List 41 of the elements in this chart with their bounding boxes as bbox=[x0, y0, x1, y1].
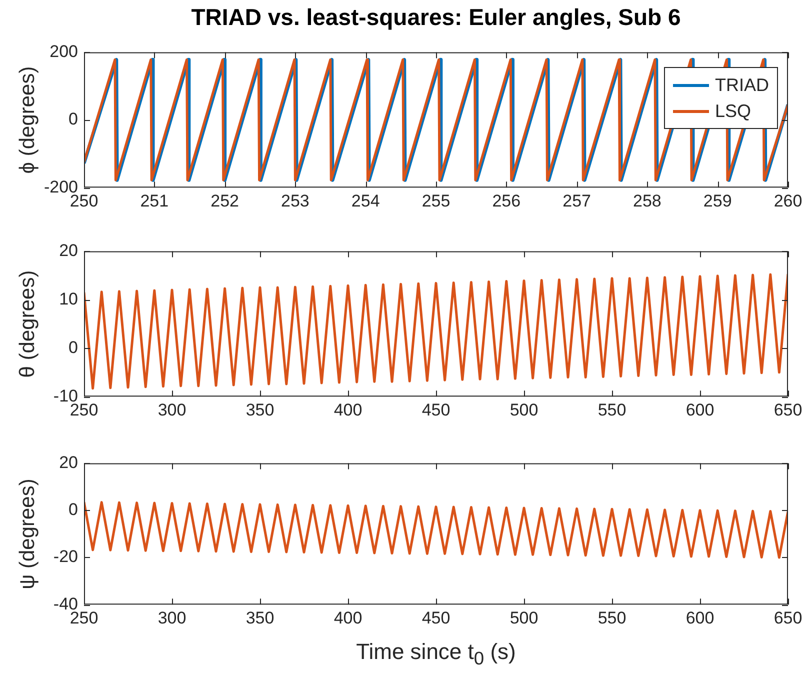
y-tick-label: 200 bbox=[50, 42, 78, 61]
y-axis-title: θ (degrees) bbox=[16, 270, 40, 378]
y-axis-title: ψ (degrees) bbox=[16, 478, 40, 590]
x-tick-label: 257 bbox=[562, 191, 591, 210]
y-tick-label: 0 bbox=[68, 338, 78, 357]
x-tick-label: 650 bbox=[774, 400, 802, 420]
y-tick-label: 20 bbox=[59, 240, 78, 260]
x-tick-label: 300 bbox=[158, 608, 186, 628]
x-tick-label: 258 bbox=[633, 191, 662, 210]
x-tick-label: 255 bbox=[422, 191, 450, 210]
y-tick-label: 20 bbox=[59, 452, 78, 472]
x-axis-title: Time since t$_{0}$ (s) bbox=[355, 639, 517, 670]
x-tick-label: 550 bbox=[598, 400, 626, 420]
x-tick-label: 253 bbox=[281, 191, 310, 210]
x-tick-label: 600 bbox=[686, 608, 714, 628]
y-tick-label: 10 bbox=[59, 289, 78, 308]
x-tick-label: 300 bbox=[158, 400, 186, 420]
x-tick-label: 450 bbox=[422, 400, 450, 420]
y-tick-label: -20 bbox=[53, 547, 78, 566]
legend-label: TRIAD bbox=[715, 74, 769, 96]
x-tick-label: 500 bbox=[510, 608, 538, 628]
x-tick-label: 256 bbox=[492, 191, 521, 210]
x-tick-label: 600 bbox=[686, 400, 714, 420]
chart-title: TRIAD vs. least-squares: Euler angles, Sub 6 bbox=[190, 4, 682, 31]
x-tick-label: 650 bbox=[774, 608, 802, 628]
x-tick-label: 251 bbox=[140, 191, 169, 210]
x-tick-label: 260 bbox=[774, 191, 802, 210]
x-tick-label: 450 bbox=[422, 608, 450, 628]
x-tick-label: 550 bbox=[598, 608, 626, 628]
y-axis-title: ϕ (degrees) bbox=[16, 66, 40, 174]
x-tick-label: 252 bbox=[210, 191, 239, 210]
legend-label: LSQ bbox=[715, 100, 752, 122]
x-tick-label: 259 bbox=[703, 191, 732, 210]
y-tick-label: 0 bbox=[68, 110, 78, 129]
x-tick-label: 350 bbox=[246, 608, 274, 628]
x-tick-label: 400 bbox=[334, 400, 362, 420]
x-tick-label: 254 bbox=[351, 191, 380, 210]
y-tick-label: 0 bbox=[68, 500, 78, 520]
x-tick-label: 400 bbox=[334, 608, 362, 628]
x-tick-label: 350 bbox=[246, 400, 274, 420]
x-tick-label: 500 bbox=[510, 400, 538, 420]
